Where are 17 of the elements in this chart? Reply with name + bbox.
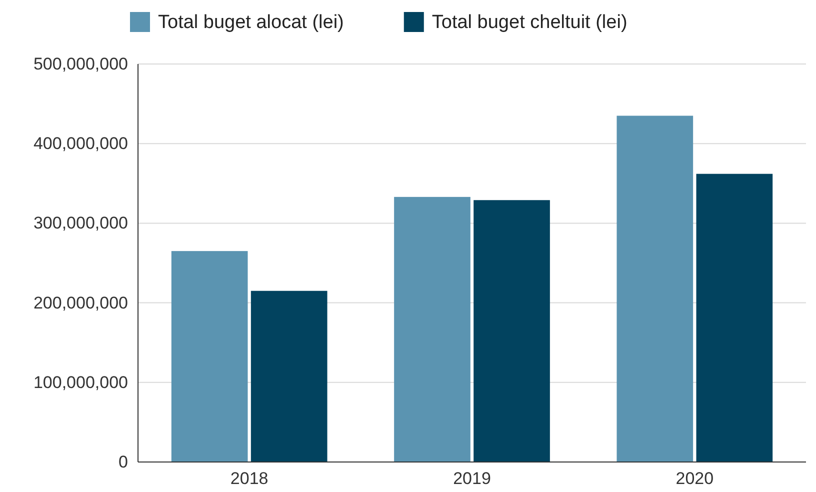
bar	[394, 196, 470, 462]
bar	[474, 200, 550, 462]
bar	[171, 251, 248, 462]
y-tick-label: 300,000,000	[33, 214, 128, 233]
x-tick-label: 2018	[230, 469, 268, 488]
legend-label: Total buget alocat (lei)	[158, 12, 344, 33]
y-tick-label: 100,000,000	[33, 372, 128, 392]
x-tick-label: 2020	[676, 469, 714, 488]
y-tick-label: 0	[118, 452, 128, 472]
y-tick-label: 500,000,000	[33, 54, 128, 74]
legend-label: Total buget cheltuit (lei)	[432, 12, 628, 33]
bar	[250, 290, 328, 462]
y-tick-label: 400,000,000	[33, 134, 128, 154]
x-tick-label: 2019	[453, 469, 491, 488]
bar	[696, 174, 773, 462]
bar	[616, 116, 694, 462]
y-tick-label: 200,000,000	[33, 293, 128, 312]
